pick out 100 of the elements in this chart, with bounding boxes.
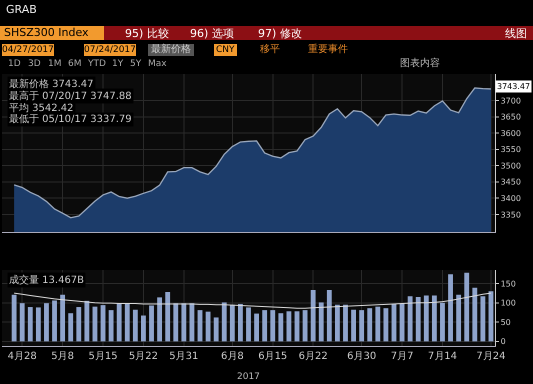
bar	[262, 310, 268, 342]
x-tick-label: 6月15	[258, 351, 288, 362]
text: 1D	[8, 58, 21, 70]
x-tick-label: 7月24	[476, 351, 506, 362]
bar	[440, 302, 445, 342]
annotation: 最新价格 3743.47	[9, 78, 94, 90]
y-tick-label: 50	[500, 318, 511, 327]
bar	[198, 310, 202, 342]
bar	[424, 295, 429, 342]
y-tick-label: 3450	[500, 178, 521, 187]
bar	[480, 296, 486, 342]
bar	[190, 303, 194, 342]
bar	[165, 292, 170, 342]
bar	[222, 302, 227, 342]
bar	[20, 303, 25, 342]
text: 97) 修改	[258, 27, 302, 40]
bar	[12, 294, 17, 342]
bar	[36, 307, 41, 342]
bar	[310, 290, 316, 342]
y-tick-label: 3550	[500, 145, 521, 154]
text: 移平	[260, 44, 280, 56]
bar	[400, 304, 404, 342]
x-tick-label: 5月22	[128, 351, 158, 362]
bar	[124, 304, 130, 342]
x-tick-label: 6月8	[220, 351, 244, 362]
bar	[44, 303, 49, 342]
y-tick-label: 3350	[500, 210, 521, 220]
bar	[60, 294, 66, 342]
text: GRAB	[6, 3, 37, 16]
bar	[456, 294, 462, 342]
bar	[392, 304, 396, 342]
annotation: 3743.47	[497, 82, 530, 91]
bar	[408, 296, 413, 342]
bar	[230, 304, 235, 342]
bar	[141, 316, 146, 342]
y-tick-label: 3600	[500, 128, 521, 138]
bar	[432, 295, 437, 342]
bar	[351, 310, 356, 342]
text: 96) 选项	[190, 27, 234, 40]
bar	[472, 288, 478, 342]
line-series	[14, 292, 492, 309]
x-tick-label: 7月7	[390, 351, 414, 362]
bar	[157, 297, 162, 342]
chart-title: SHSZ300 Index	[0, 26, 104, 40]
bar	[132, 310, 138, 342]
text: 线图	[505, 27, 527, 40]
bar	[375, 306, 380, 342]
bar	[359, 310, 364, 342]
text: 1Y	[112, 58, 124, 70]
x-tick-label: 6月30	[347, 351, 376, 362]
y-tick-label: 3700	[500, 96, 521, 106]
text: Max	[148, 58, 167, 70]
annotation: 最低于 05/10/17 3337.79	[9, 114, 132, 125]
bar	[294, 311, 300, 342]
bar	[334, 304, 340, 342]
text: 6M	[68, 58, 82, 70]
bar	[181, 303, 186, 342]
bar	[286, 311, 292, 342]
bar	[84, 300, 90, 342]
text: 3D	[28, 58, 41, 70]
x-tick-label: 7月14	[428, 351, 458, 362]
text: 图表内容	[400, 58, 440, 70]
bar	[52, 300, 57, 342]
bar	[246, 307, 251, 342]
bar	[254, 314, 260, 342]
x-tick-label: 5月31	[169, 351, 198, 362]
text: 95) 比较	[125, 27, 169, 40]
annotation: 最高于 07/20/17 3747.88	[9, 90, 132, 102]
annotation: 平均 3542.42	[9, 102, 74, 114]
bar	[173, 303, 178, 342]
bar	[343, 304, 348, 342]
bar	[92, 306, 98, 342]
bar	[76, 307, 82, 342]
x-tick-label: 4月28	[8, 351, 37, 362]
bar	[214, 317, 219, 342]
bar	[149, 305, 154, 342]
bar	[318, 302, 324, 342]
text: 5Y	[130, 58, 142, 70]
y-tick-label: 100	[500, 298, 516, 308]
bar	[383, 308, 388, 342]
bar	[488, 291, 494, 342]
bar	[68, 313, 74, 342]
bar	[108, 310, 114, 342]
bar	[302, 310, 308, 342]
annotation: 成交量 13.467B	[9, 274, 84, 286]
bar	[100, 305, 106, 342]
text: 1M	[48, 58, 62, 70]
text: 04/27/2017	[2, 44, 54, 56]
y-tick-label: 3650	[500, 112, 521, 122]
y-tick-label: 3500	[500, 161, 521, 170]
x-tick-label: 6月22	[298, 351, 328, 362]
x-tick-label: 5月8	[51, 351, 74, 362]
text: CNY	[214, 44, 237, 56]
bar	[270, 310, 276, 342]
bar	[116, 303, 122, 342]
bar	[206, 312, 211, 342]
text: YTD	[88, 58, 106, 70]
x-tick-label: 5月15	[88, 351, 118, 362]
text: 最新价格	[148, 44, 194, 56]
bar	[367, 308, 372, 342]
